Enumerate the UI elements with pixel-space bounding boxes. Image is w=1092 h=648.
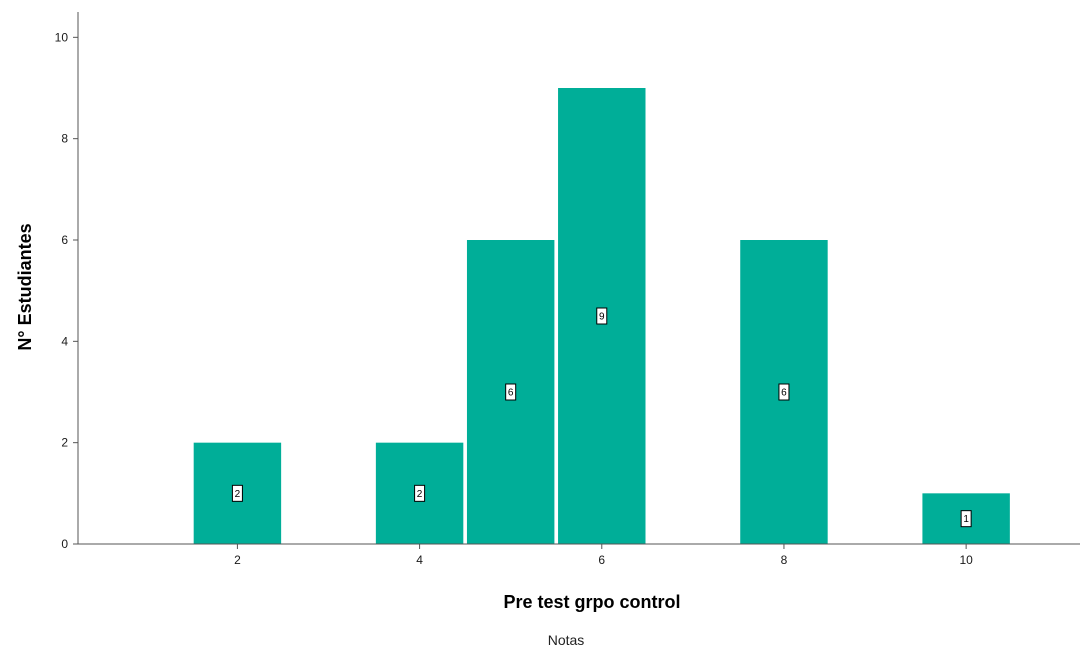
data-label-box-10 [960, 510, 972, 528]
data-label-box-6 [596, 307, 608, 325]
y-tick-label: 10 [55, 30, 69, 44]
data-labels-group: 2 2 6 9 6 1 [231, 307, 972, 528]
x-tick-label: 6 [598, 553, 605, 567]
y-tick-label: 8 [61, 132, 68, 146]
y-tick-label: 2 [61, 436, 68, 450]
x-tick-label: 8 [781, 553, 788, 567]
y-tick-label: 0 [61, 537, 68, 551]
chart-caption: Notas [548, 632, 585, 648]
x-tick-label: 10 [959, 553, 973, 567]
y-tick-label: 4 [61, 334, 68, 348]
x-tick-label: 2 [234, 553, 241, 567]
data-label-box-5 [505, 383, 517, 401]
data-label-6: 9 [599, 312, 605, 323]
data-label-2: 2 [235, 489, 241, 500]
x-ticks-group: 2 4 6 8 10 [234, 544, 973, 567]
data-label-box-2 [231, 484, 243, 502]
y-tick-label: 6 [61, 233, 68, 247]
data-label-5: 6 [508, 388, 514, 399]
data-label-4: 2 [417, 489, 423, 500]
data-label-8: 6 [781, 388, 787, 399]
data-label-box-4 [414, 484, 426, 502]
data-label-box-8 [778, 383, 790, 401]
data-label-10: 1 [963, 514, 969, 525]
x-tick-label: 4 [416, 553, 423, 567]
y-ticks-group: 0 2 4 6 8 10 [55, 30, 78, 551]
x-axis-title: Pre test grpo control [503, 592, 680, 612]
y-axis-title: N° Estudiantes [15, 223, 35, 350]
